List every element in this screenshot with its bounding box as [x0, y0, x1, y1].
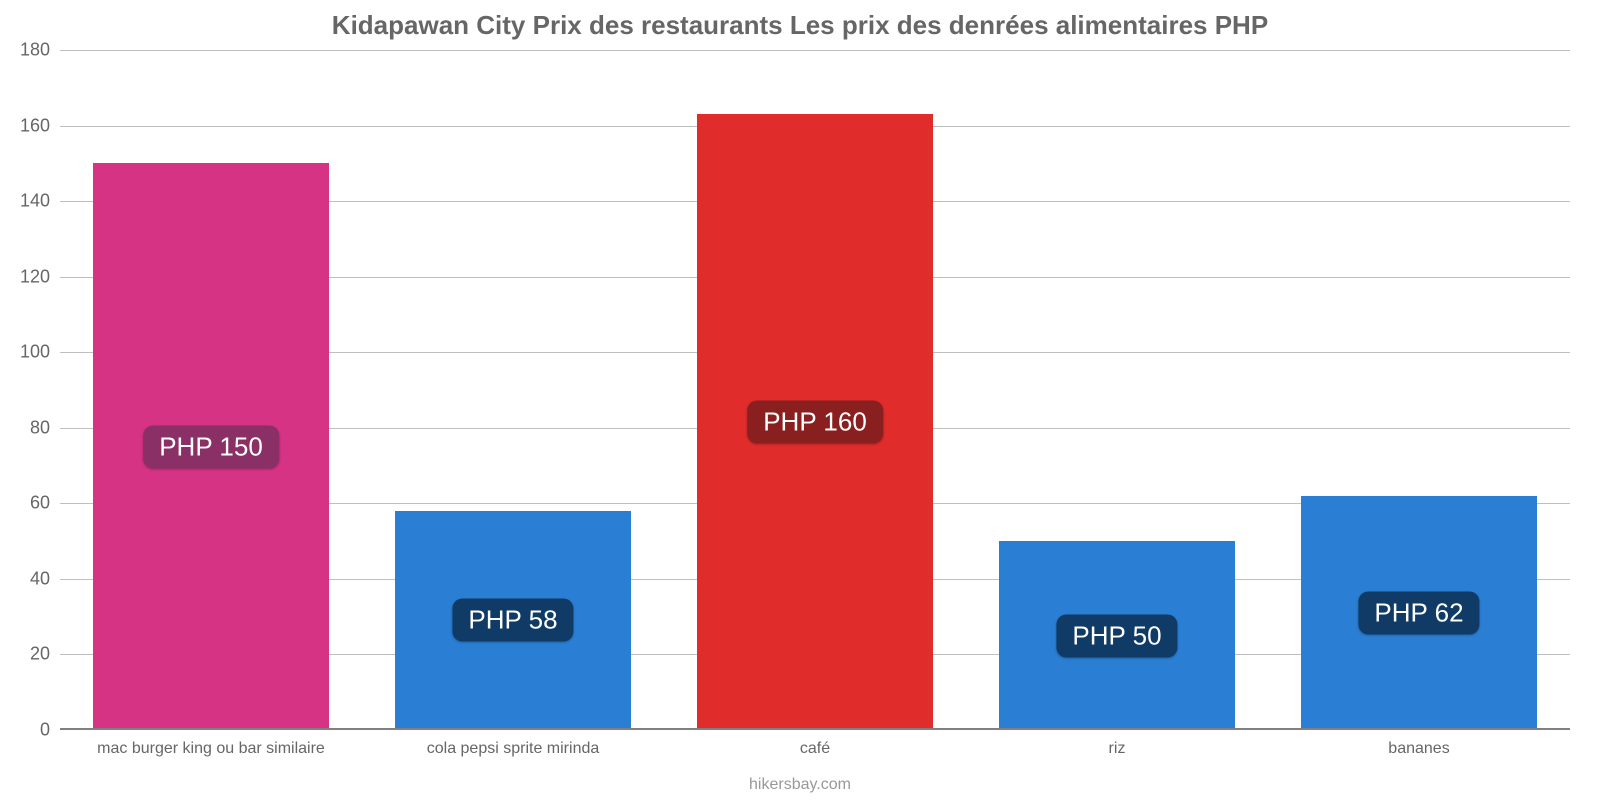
y-tick-label: 160: [20, 115, 60, 136]
y-tick-label: 20: [30, 644, 60, 665]
y-tick-label: 80: [30, 417, 60, 438]
x-category-label: café: [800, 730, 830, 758]
value-badge: PHP 160: [747, 401, 883, 444]
chart-title: Kidapawan City Prix des restaurants Les …: [0, 10, 1600, 41]
y-tick-label: 0: [40, 720, 60, 741]
value-badge: PHP 50: [1056, 614, 1177, 657]
bars-layer: PHP 150 PHP 58 PHP 160 PHP 50 PHP 62: [60, 50, 1570, 730]
price-bar-chart: Kidapawan City Prix des restaurants Les …: [0, 0, 1600, 800]
y-tick-label: 100: [20, 342, 60, 363]
y-tick-label: 120: [20, 266, 60, 287]
x-category-label: cola pepsi sprite mirinda: [427, 730, 600, 758]
y-tick-label: 60: [30, 493, 60, 514]
chart-footer: hikersbay.com: [0, 776, 1600, 794]
y-tick-label: 40: [30, 568, 60, 589]
x-category-label: riz: [1109, 730, 1126, 758]
plot-area: PHP 150PHP 58PHP 160PHP 50PHP 62 0204060…: [60, 50, 1570, 730]
x-category-label: bananes: [1388, 730, 1449, 758]
x-category-label: mac burger king ou bar similaire: [97, 730, 325, 758]
value-badge: PHP 150: [143, 425, 279, 468]
value-badge: PHP 62: [1358, 591, 1479, 634]
y-tick-label: 140: [20, 191, 60, 212]
y-tick-label: 180: [20, 40, 60, 61]
value-badge: PHP 58: [452, 599, 573, 642]
